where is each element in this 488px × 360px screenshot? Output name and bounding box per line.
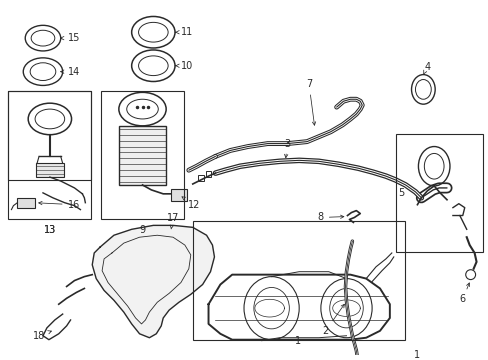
Text: 6: 6 bbox=[459, 283, 468, 304]
Text: 8: 8 bbox=[317, 212, 343, 222]
Bar bbox=[192, 221, 404, 340]
Text: 7: 7 bbox=[305, 80, 315, 125]
Text: 5: 5 bbox=[397, 188, 403, 198]
Text: 14: 14 bbox=[61, 67, 80, 77]
Text: 16: 16 bbox=[39, 200, 80, 210]
Text: 10: 10 bbox=[175, 61, 193, 71]
Text: 4: 4 bbox=[423, 62, 429, 75]
Bar bbox=[171, 189, 186, 201]
Bar bbox=[395, 134, 483, 252]
Text: 2: 2 bbox=[322, 304, 344, 336]
Text: 13: 13 bbox=[43, 225, 56, 235]
Bar bbox=[36, 163, 63, 177]
Text: 11: 11 bbox=[175, 27, 193, 37]
Bar bbox=[119, 126, 166, 185]
Polygon shape bbox=[92, 225, 214, 338]
Text: 17: 17 bbox=[166, 213, 179, 229]
Bar bbox=[205, 171, 211, 177]
Bar bbox=[197, 175, 203, 181]
Text: 9: 9 bbox=[139, 225, 145, 235]
Text: 3: 3 bbox=[284, 139, 290, 158]
Text: 1: 1 bbox=[295, 336, 301, 346]
Text: 18: 18 bbox=[33, 331, 51, 341]
Text: 1: 1 bbox=[413, 350, 420, 360]
Text: 13: 13 bbox=[43, 225, 56, 235]
Text: 12: 12 bbox=[182, 197, 200, 210]
Bar bbox=[101, 91, 183, 220]
Bar bbox=[8, 91, 91, 180]
Text: 15: 15 bbox=[61, 33, 80, 43]
Bar bbox=[17, 198, 35, 208]
Bar bbox=[8, 91, 91, 220]
